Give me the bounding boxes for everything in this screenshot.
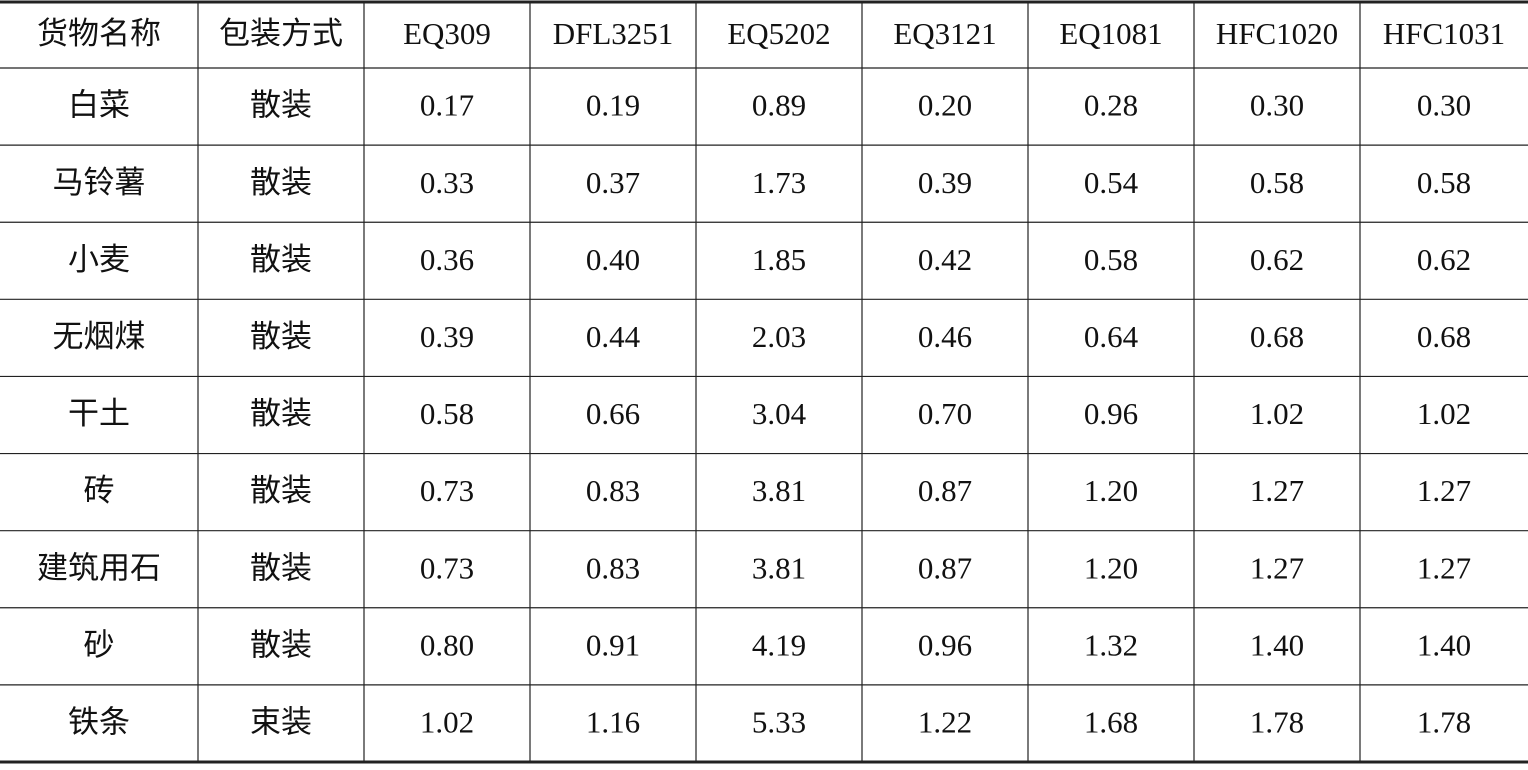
value-cell: 0.91 [586,627,640,662]
value-cell: 0.68 [1250,319,1304,354]
value-cell: 0.96 [918,627,972,662]
value-cell: 1.27 [1250,473,1304,508]
value-cell: 0.36 [420,242,474,277]
value-cell: 1.32 [1084,627,1138,662]
value-cell: 1.78 [1417,705,1471,740]
value-cell: 0.30 [1417,88,1471,123]
header-cell: EQ5202 [727,16,830,51]
label-cell: 马铃薯 [53,165,146,200]
value-cell: 0.46 [918,319,972,354]
value-cell: 0.58 [1417,165,1471,200]
header-cell: EQ309 [403,16,491,51]
label-cell: 无烟煤 [53,319,146,354]
label-cell: 散装 [250,319,312,354]
label-cell: 散装 [250,473,312,508]
value-cell: 0.39 [918,165,972,200]
value-cell: 1.27 [1417,550,1471,585]
label-cell: 散装 [250,396,312,431]
label-cell: 散装 [250,165,312,200]
value-cell: 3.04 [752,396,807,431]
label-cell: 铁条 [68,705,130,740]
header-cell: EQ3121 [893,16,996,51]
value-cell: 1.22 [918,705,972,740]
value-cell: 1.20 [1084,550,1138,585]
value-cell: 0.62 [1250,242,1304,277]
value-cell: 0.89 [752,88,806,123]
value-cell: 0.20 [918,88,972,123]
header-cell: HFC1031 [1383,16,1505,51]
value-cell: 0.54 [1084,165,1139,200]
label-cell: 散装 [250,550,312,585]
value-cell: 0.68 [1417,319,1471,354]
value-cell: 0.80 [420,627,474,662]
value-cell: 0.70 [918,396,972,431]
value-cell: 1.16 [586,705,640,740]
value-cell: 2.03 [752,319,806,354]
value-cell: 1.27 [1417,473,1471,508]
label-cell: 散装 [250,242,312,277]
label-cell: 束装 [250,705,312,740]
value-cell: 0.87 [918,473,972,508]
value-cell: 0.73 [420,550,474,585]
value-cell: 0.30 [1250,88,1304,123]
value-cell: 0.39 [420,319,474,354]
value-cell: 0.33 [420,165,474,200]
value-cell: 0.42 [918,242,972,277]
label-cell: 建筑用石 [37,550,161,585]
value-cell: 0.28 [1084,88,1138,123]
value-cell: 1.02 [420,705,474,740]
label-cell: 小麦 [68,242,130,277]
value-cell: 1.68 [1084,705,1138,740]
value-cell: 1.40 [1417,627,1471,662]
value-cell: 0.87 [918,550,972,585]
value-cell: 0.58 [1084,242,1138,277]
value-cell: 1.02 [1417,396,1471,431]
value-cell: 0.66 [586,396,640,431]
label-cell: 砂 [84,627,115,662]
label-cell: 砖 [84,473,115,508]
label-cell: 白菜 [68,88,130,123]
value-cell: 0.64 [1084,319,1139,354]
header-cell: DFL3251 [553,16,674,51]
value-cell: 3.81 [752,550,806,585]
value-cell: 3.81 [752,473,806,508]
value-cell: 4.19 [752,627,806,662]
value-cell: 0.96 [1084,396,1138,431]
value-cell: 1.02 [1250,396,1304,431]
value-cell: 0.58 [1250,165,1304,200]
value-cell: 0.83 [586,473,640,508]
value-cell: 1.20 [1084,473,1138,508]
value-cell: 1.85 [752,242,806,277]
header-cell: HFC1020 [1216,16,1338,51]
header-cell: 货物名称 [37,16,161,51]
label-cell: 散装 [250,88,312,123]
value-cell: 0.73 [420,473,474,508]
header-cell: EQ1081 [1059,16,1162,51]
label-cell: 干土 [68,396,130,431]
value-cell: 0.19 [586,88,640,123]
value-cell: 5.33 [752,705,806,740]
value-cell: 0.17 [420,88,474,123]
value-cell: 0.44 [586,319,641,354]
value-cell: 0.40 [586,242,640,277]
header-cell: 包装方式 [219,16,343,51]
value-cell: 0.83 [586,550,640,585]
value-cell: 1.73 [752,165,806,200]
value-cell: 0.62 [1417,242,1471,277]
value-cell: 1.40 [1250,627,1304,662]
value-cell: 0.58 [420,396,474,431]
label-cell: 散装 [250,627,312,662]
value-cell: 1.78 [1250,705,1304,740]
value-cell: 1.27 [1250,550,1304,585]
value-cell: 0.37 [586,165,640,200]
